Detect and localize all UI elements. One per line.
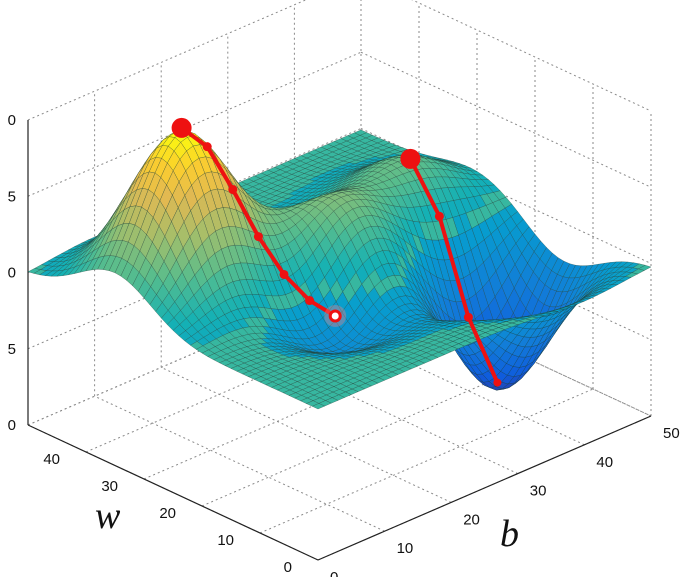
descent-end-point xyxy=(328,309,342,323)
b-tick-label: 0 xyxy=(330,569,338,577)
descent-start-point xyxy=(400,148,421,169)
floor-grid-line xyxy=(94,395,385,532)
axes-box xyxy=(27,120,652,561)
b-tick-label: 20 xyxy=(463,511,480,528)
descent-step-point xyxy=(228,185,238,195)
descent-step-point xyxy=(279,269,289,279)
wall-grid-line xyxy=(411,0,652,112)
descent-start-point xyxy=(171,117,192,138)
w-tick-label: 0 xyxy=(284,559,292,576)
z-tick-label: 5 xyxy=(8,341,16,358)
descent-path-2 xyxy=(408,156,500,385)
w-tick-label: 20 xyxy=(159,505,176,522)
descent-step-point xyxy=(253,232,263,242)
z-tick-label: 0 xyxy=(8,265,16,282)
descent-step-point xyxy=(202,142,212,152)
wall-grid-line xyxy=(360,280,652,417)
b-tick-label: 30 xyxy=(530,483,547,500)
b-tick-label: 40 xyxy=(596,454,613,471)
floor-grid-line xyxy=(259,388,594,534)
wall-grid-line xyxy=(360,204,652,341)
descent-end-point xyxy=(493,378,502,387)
wall-grid-line xyxy=(27,51,362,197)
wall-grid-line xyxy=(360,51,652,188)
loss-surface xyxy=(27,129,652,410)
z-tick-label: 0 xyxy=(8,112,16,129)
tick-labels: 0102030400102030405005050 xyxy=(8,112,680,577)
surface-cell xyxy=(311,403,326,410)
b-tick-label: 10 xyxy=(397,540,414,557)
floor-grid-line xyxy=(85,307,420,453)
w-tick-label: 40 xyxy=(43,451,60,468)
w-tick-label: 30 xyxy=(101,478,118,495)
b-tick-label: 50 xyxy=(663,425,680,442)
wall-grid-line xyxy=(27,0,307,121)
wall-grid-line xyxy=(27,280,362,426)
floor-grid-line xyxy=(201,361,536,507)
gradient-descent-paths xyxy=(171,117,502,387)
w-axis-label: w xyxy=(95,495,121,537)
descent-step-point xyxy=(305,296,315,306)
b-axis-label: b xyxy=(500,513,519,555)
w-tick-label: 10 xyxy=(217,532,234,549)
axis-line-w xyxy=(27,424,319,561)
floor-grid-line xyxy=(160,366,452,503)
wall-grid-line xyxy=(360,128,652,264)
floor-grid-line xyxy=(143,334,478,480)
z-tick-label: 5 xyxy=(8,188,16,205)
descent-step-point xyxy=(434,211,444,221)
descent-step-point xyxy=(463,312,473,322)
axis-line-b xyxy=(317,415,652,561)
z-tick-label: 0 xyxy=(8,417,16,434)
